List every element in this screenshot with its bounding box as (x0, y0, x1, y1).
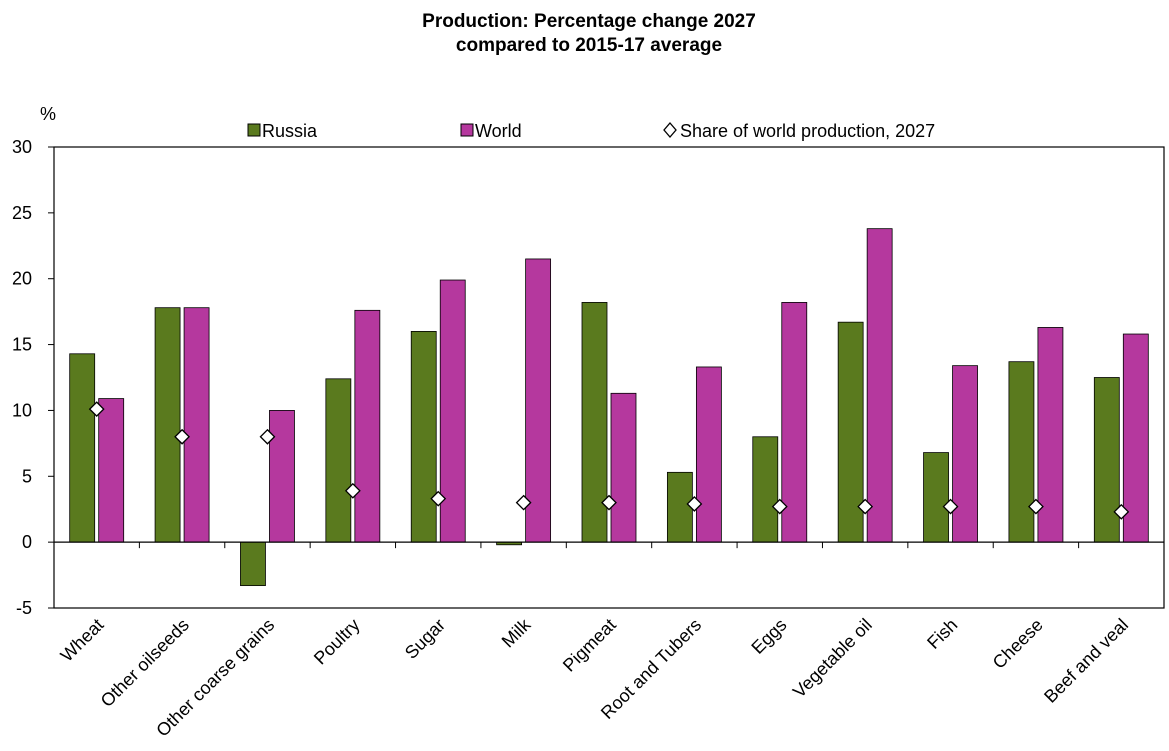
bar-russia-eggs (752, 436, 779, 543)
share-marker-fish (942, 498, 959, 515)
x-tick-label: Beef and veal (1040, 615, 1132, 707)
y-tick-label: 15 (12, 335, 32, 355)
y-axis-label: % (40, 104, 56, 124)
x-tick-label: Cheese (989, 615, 1047, 673)
x-tick-label: Poultry (310, 615, 364, 669)
share-marker-sugar (430, 490, 447, 507)
x-tick-label: Eggs (747, 615, 790, 658)
share-marker-eggs (771, 498, 788, 515)
bar-russia-vegetable-oil (837, 321, 864, 543)
legend-swatch-russia (247, 123, 261, 137)
bar-world-fish (952, 365, 978, 543)
share-marker-cheese (1028, 498, 1044, 515)
x-tick-label: Pigmeat (559, 615, 620, 676)
legend-swatch-world (460, 123, 474, 137)
share-marker-poultry (344, 482, 361, 499)
y-tick-label: -5 (16, 598, 32, 618)
chart-subtitle: compared to 2015-17 average (456, 35, 722, 56)
bar-russia-pigmeat (581, 302, 608, 543)
x-tick-label: Milk (498, 614, 535, 651)
legend: Russia World Share of world production, … (247, 121, 935, 141)
bar-russia-fish (923, 452, 949, 543)
bar-world-root-and-tubers (695, 366, 722, 543)
markers (88, 401, 1130, 520)
x-tick-label: Fish (923, 615, 961, 653)
legend-label-russia: Russia (262, 121, 318, 141)
y-tick-label: 0 (22, 532, 32, 552)
legend-diamond-icon (663, 122, 677, 138)
bar-world-sugar (439, 279, 466, 543)
legend-label-world: World (475, 121, 522, 141)
bar-russia-root-and-tubers (666, 471, 693, 543)
share-marker-root-and-tubers (686, 496, 703, 512)
axes (53, 146, 1165, 609)
bar-world-poultry (354, 309, 381, 543)
bar-russia-beef-and-veal (1093, 377, 1120, 543)
share-marker-pigmeat (601, 494, 617, 511)
bar-world-other-oilseeds (183, 307, 210, 543)
bar-russia-other-coarse-grains (240, 541, 266, 587)
bar-world-cheese (1037, 327, 1064, 543)
x-tick-label: Other oilseeds (97, 615, 193, 711)
bar-world-pigmeat (610, 392, 637, 543)
bar-russia-other-oilseeds (154, 307, 181, 543)
share-marker-beef-and-veal (1113, 503, 1130, 520)
bar-world-beef-and-veal (1122, 333, 1149, 543)
share-marker-milk (515, 494, 532, 511)
bar-russia-poultry (325, 378, 352, 543)
bar-world-wheat (98, 398, 125, 543)
y-tick-label: 25 (12, 203, 32, 223)
bar-world-vegetable-oil (866, 228, 893, 543)
y-tick-label: 10 (12, 400, 32, 420)
share-marker-other-oilseeds (174, 428, 190, 445)
x-tick-label: Sugar (401, 615, 449, 663)
y-axis: 30 25 20 15 10 5 0 -5 (12, 137, 54, 618)
y-tick-label: 5 (22, 466, 32, 486)
bars (69, 228, 1149, 587)
legend-label-share: Share of world production, 2027 (680, 121, 935, 141)
y-tick-label: 30 (12, 137, 32, 157)
bar-russia-wheat (69, 353, 96, 543)
x-tick-label: Vegetable oil (789, 615, 876, 702)
plot-frame (53, 146, 1165, 609)
bar-world-other-coarse-grains (269, 410, 295, 543)
share-marker-other-coarse-grains (259, 428, 276, 445)
bar-russia-cheese (1008, 361, 1035, 543)
x-tick-label: Wheat (57, 615, 108, 666)
bar-russia-sugar (410, 330, 437, 543)
share-marker-wheat (88, 401, 105, 418)
y-tick-label: 20 (12, 269, 32, 289)
share-marker-vegetable-oil (857, 498, 874, 515)
chart-title: Production: Percentage change 2027 (422, 11, 756, 32)
bar-world-milk (525, 258, 552, 543)
